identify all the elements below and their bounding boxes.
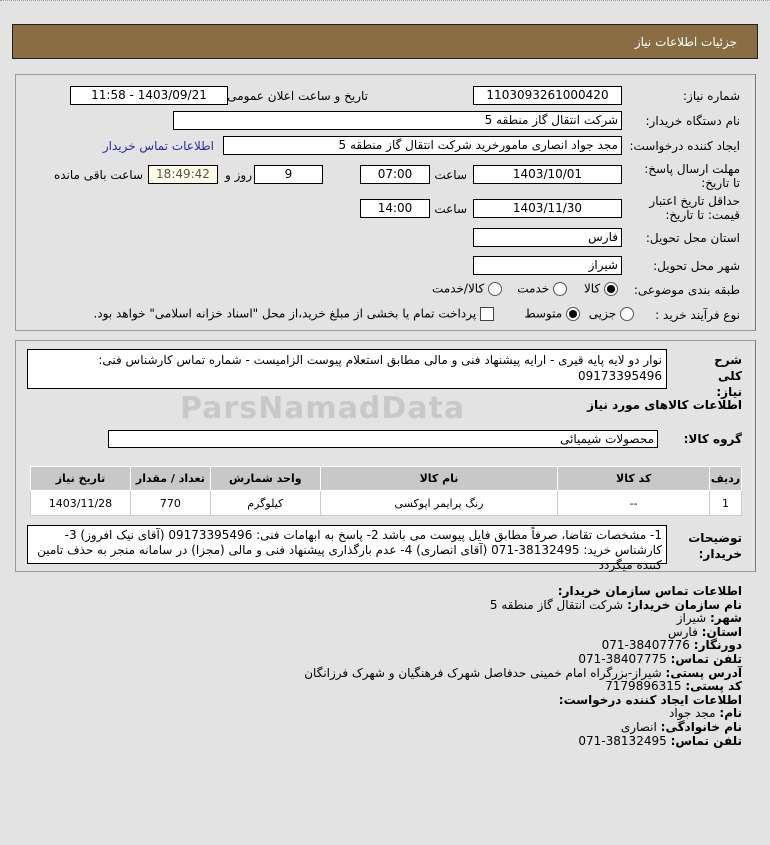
details-panel bbox=[15, 340, 756, 572]
category-label: طبقه بندی موضوعی: bbox=[633, 283, 740, 297]
creator-family: نام خانوادگی: انصاری bbox=[620, 719, 742, 734]
col-row: ردیف bbox=[709, 466, 742, 491]
days-label: روز و bbox=[225, 168, 252, 182]
watermark: ParsNamadData bbox=[180, 391, 466, 426]
category-option-goods-service[interactable]: کالا/خدمت bbox=[432, 281, 502, 296]
creator-field[interactable]: مجد جواد انصاری مامورخرید شرکت انتقال گا… bbox=[223, 136, 622, 155]
days-remaining-field: 9 bbox=[254, 165, 323, 184]
validity-time-field[interactable]: 14:00 bbox=[360, 199, 430, 218]
buyer-label: نام دستگاه خریدار: bbox=[645, 114, 741, 128]
contact-address: آدرس پستی: شیراز-بزرگراه امام خمینی حدفا… bbox=[304, 665, 742, 680]
cell-name: رنگ پرایمر اپوکسی bbox=[319, 490, 559, 516]
table-row: 1 -- رنگ پرایمر اپوکسی کیلوگرم 770 1403/… bbox=[30, 490, 742, 516]
deadline-label: مهلت ارسال پاسخ: تا تاریخ: bbox=[644, 162, 740, 190]
col-date: تاریخ نیاز bbox=[30, 466, 131, 491]
checkbox[interactable] bbox=[480, 306, 494, 321]
radio-icon[interactable] bbox=[620, 306, 634, 321]
notes-field[interactable]: 1- مشخصات تقاضا، صرفاً مطابق فایل پیوست … bbox=[27, 525, 667, 572]
process-option-medium[interactable]: متوسط bbox=[524, 306, 580, 321]
col-code: کد کالا bbox=[557, 466, 711, 491]
category-option-service[interactable]: خدمت bbox=[517, 281, 567, 296]
deadline-date-field[interactable]: 1403/10/01 bbox=[473, 165, 622, 184]
description-label: شرح کلی نیاز: bbox=[714, 353, 742, 399]
page-title: جزئیات اطلاعات نیاز bbox=[634, 35, 737, 49]
announce-field[interactable]: 1403/09/21 - 11:58 bbox=[70, 86, 228, 105]
buyer-contact-info: اطلاعات تماس سازمان خریدار: نام سازمان خ… bbox=[42, 584, 742, 748]
creator-label: ایجاد کننده درخواست: bbox=[629, 139, 740, 153]
table-header-row: ردیف کد کالا نام کالا واحد شمارش تعداد /… bbox=[30, 466, 742, 491]
top-divider bbox=[0, 0, 770, 1]
need-number-field[interactable]: 1103093261000420 bbox=[473, 86, 622, 105]
cell-row: 1 bbox=[709, 490, 742, 516]
contact-city: شهر: شیراز bbox=[676, 611, 742, 626]
cell-unit: کیلوگرم bbox=[209, 490, 321, 516]
contact-org: نام سازمان خریدار: شرکت انتقال گاز منطقه… bbox=[489, 597, 742, 612]
col-quantity: تعداد / مقدار bbox=[129, 466, 211, 491]
remaining-label: ساعت باقی مانده bbox=[53, 168, 143, 182]
process-label: نوع فرآیند خرید : bbox=[655, 308, 740, 322]
group-label: گروه کالا: bbox=[683, 432, 742, 446]
buyer-contact-link[interactable]: اطلاعات تماس خریدار bbox=[102, 139, 214, 153]
contact-province: استان: فارس bbox=[667, 624, 742, 639]
contact-phone: تلفن تماس: 38407775-071 bbox=[578, 651, 742, 666]
description-field[interactable]: نوار دو لایه پایه قیری - ارایه پیشنهاد ف… bbox=[27, 349, 667, 389]
city-field[interactable]: شیراز bbox=[473, 256, 622, 275]
buyer-field[interactable]: شرکت انتقال گاز منطقه 5 bbox=[173, 111, 622, 130]
group-field[interactable]: محصولات شیمیائی bbox=[108, 430, 658, 448]
deadline-time-label: ساعت bbox=[434, 168, 467, 182]
radio-icon[interactable] bbox=[488, 281, 502, 296]
province-field[interactable]: فارس bbox=[473, 228, 622, 247]
radio-icon[interactable] bbox=[553, 281, 567, 296]
announce-label: تاریخ و ساعت اعلان عمومی: bbox=[223, 89, 368, 103]
goods-table: ردیف کد کالا نام کالا واحد شمارش تعداد /… bbox=[30, 466, 742, 516]
validity-date-field[interactable]: 1403/11/30 bbox=[473, 199, 622, 218]
validity-label: حداقل تاریخ اعتبار قیمت: تا تاریخ: bbox=[649, 194, 740, 222]
cell-date: 1403/11/28 bbox=[30, 490, 131, 516]
deadline-time-field[interactable]: 07:00 bbox=[360, 165, 430, 184]
cell-quantity: 770 bbox=[129, 490, 211, 516]
creator-title: اطلاعات ایجاد کننده درخواست: bbox=[558, 692, 742, 707]
page-header: جزئیات اطلاعات نیاز bbox=[12, 24, 758, 59]
process-option-minor[interactable]: جزیی bbox=[589, 306, 634, 321]
need-number-label: شماره نیاز: bbox=[683, 89, 740, 103]
creator-name: نام: مجد جواد bbox=[668, 706, 742, 721]
radio-selected-icon[interactable] bbox=[604, 281, 618, 296]
remaining-time-field: 18:49:42 bbox=[148, 165, 218, 184]
notes-label: توضیحات خریدار: bbox=[688, 531, 742, 561]
validity-time-label: ساعت bbox=[434, 202, 467, 216]
category-option-goods[interactable]: کالا bbox=[584, 281, 618, 296]
contact-fax: دورنگار: 38407776-071 bbox=[601, 638, 742, 653]
treasury-payment-option[interactable]: پرداخت تمام یا بخشی از مبلغ خرید،از محل … bbox=[93, 306, 494, 321]
city-label: شهر محل تحویل: bbox=[653, 259, 740, 273]
creator-phone: تلفن تماس: 38132495-071 bbox=[578, 733, 742, 748]
radio-selected-icon[interactable] bbox=[566, 306, 580, 321]
province-label: استان محل تحویل: bbox=[645, 231, 740, 245]
contact-postal: کد پستی: 7179896315 bbox=[605, 679, 742, 694]
col-name: نام کالا bbox=[319, 466, 559, 491]
col-unit: واحد شمارش bbox=[209, 466, 321, 491]
need-info-panel bbox=[15, 74, 756, 331]
cell-code: -- bbox=[557, 490, 711, 516]
contact-title: اطلاعات تماس سازمان خریدار: bbox=[557, 584, 742, 598]
goods-section-title: اطلاعات کالاهای مورد نیاز bbox=[587, 398, 742, 412]
